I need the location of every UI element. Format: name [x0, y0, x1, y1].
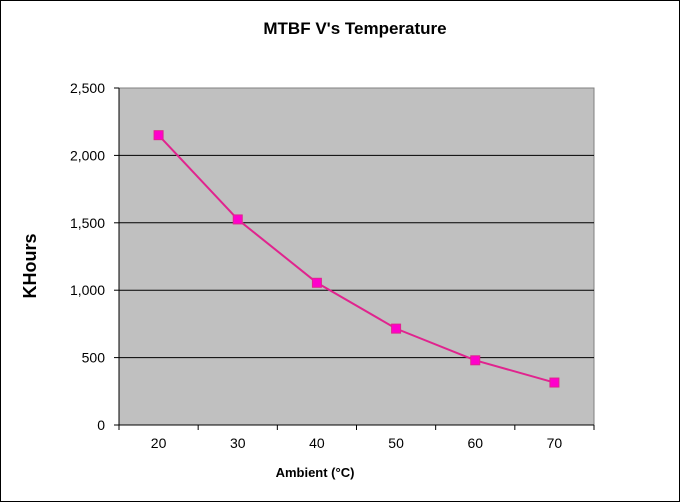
y-axis-label: KHours — [20, 233, 40, 298]
series-layer — [153, 130, 560, 388]
x-tick-label: 70 — [547, 435, 563, 451]
grid-lines — [119, 154, 594, 359]
y-tick-labels: 0 500 1,000 1,500 2,000 2,500 — [70, 80, 105, 433]
x-tick-label: 50 — [388, 435, 404, 451]
data-point — [232, 214, 243, 225]
data-point — [311, 277, 322, 288]
y-tick-label: 2,500 — [70, 80, 105, 96]
plot-area — [118, 87, 595, 426]
x-tick-label: 60 — [467, 435, 483, 451]
y-tick-label: 500 — [82, 350, 106, 366]
x-axis-label: Ambient (°C) — [276, 465, 355, 480]
data-point — [391, 323, 402, 334]
x-tick-label: 30 — [230, 435, 246, 451]
data-point — [549, 377, 560, 388]
axes — [114, 87, 595, 430]
series-line — [157, 134, 555, 384]
x-tick-labels: 20 30 40 50 60 70 — [151, 435, 563, 451]
x-tick-label: 40 — [309, 435, 325, 451]
y-tick-label: 0 — [97, 417, 105, 433]
chart-title: MTBF V's Temperature — [263, 19, 446, 38]
data-point — [153, 130, 164, 141]
y-tick-label: 1,500 — [70, 215, 105, 231]
y-tick-label: 1,000 — [70, 282, 105, 298]
data-point — [470, 355, 481, 366]
x-tick-label: 20 — [151, 435, 167, 451]
y-tick-label: 2,000 — [70, 147, 105, 163]
